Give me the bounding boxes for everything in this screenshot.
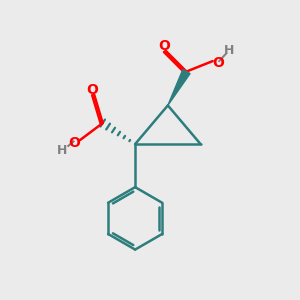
Polygon shape [168,70,190,105]
Text: H: H [57,144,68,157]
Text: H: H [224,44,234,57]
Text: O: O [87,83,99,97]
Text: O: O [213,56,225,70]
Text: O: O [158,39,170,53]
Text: O: O [68,136,80,150]
